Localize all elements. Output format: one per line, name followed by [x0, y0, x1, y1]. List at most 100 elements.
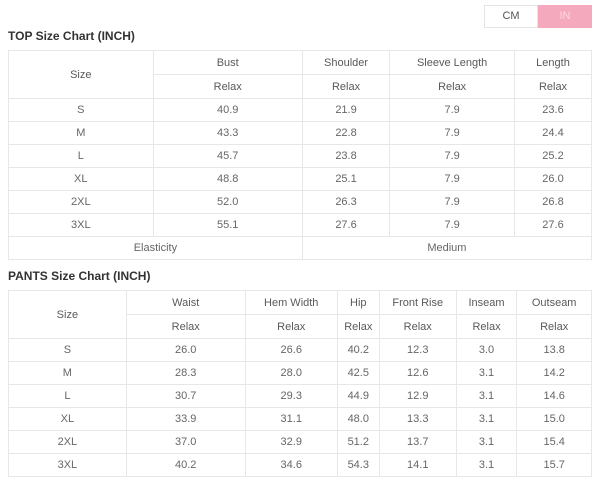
pants-column-header-hem-width: Hem Width: [244, 290, 338, 315]
size-cell: 2XL: [8, 190, 154, 214]
size-cell: L: [8, 144, 154, 168]
table-row-top-m: M 43.3 22.8 7.9 24.4: [8, 121, 592, 145]
pants-relax-label: Relax: [244, 314, 338, 339]
value-cell: 15.4: [516, 430, 592, 454]
value-cell: 13.3: [378, 407, 457, 431]
elasticity-label: Elasticity: [8, 236, 303, 260]
unit-in-button[interactable]: IN: [538, 5, 592, 28]
top-header-row-1: Size Bust Shoulder Sleeve Length Length: [8, 50, 592, 99]
value-cell: 45.7: [152, 144, 303, 168]
size-cell: 2XL: [8, 430, 127, 454]
value-cell: 40.2: [336, 338, 380, 362]
pants-column-header-inseam: Inseam: [455, 290, 518, 315]
value-cell: 14.1: [378, 453, 457, 477]
value-cell: 15.7: [516, 453, 592, 477]
value-cell: 23.8: [301, 144, 391, 168]
size-cell: XL: [8, 407, 127, 431]
table-row-pants-3xl: 3XL 40.2 34.6 54.3 14.1 3.1 15.7: [8, 453, 592, 477]
size-cell: XL: [8, 167, 154, 191]
unit-toggle: CM IN: [484, 5, 592, 28]
pants-relax-label: Relax: [455, 314, 518, 339]
value-cell: 44.9: [336, 384, 380, 408]
value-cell: 26.0: [514, 167, 592, 191]
value-cell: 33.9: [125, 407, 246, 431]
value-cell: 55.1: [152, 213, 303, 237]
pants-size-header-cell: Size: [8, 290, 127, 339]
pants-relax-label: Relax: [516, 314, 592, 339]
pants-size-table: Size Waist Hem Width Hip Front Rise Inse…: [8, 290, 592, 477]
value-cell: 3.1: [455, 361, 518, 385]
value-cell: 3.1: [455, 453, 518, 477]
value-cell: 42.5: [336, 361, 380, 385]
value-cell: 7.9: [389, 190, 515, 214]
table-row-pants-m: M 28.3 28.0 42.5 12.6 3.1 14.2: [8, 361, 592, 385]
size-cell: S: [8, 98, 154, 122]
table-row-top-s: S 40.9 21.9 7.9 23.6: [8, 98, 592, 122]
value-cell: 27.6: [514, 213, 592, 237]
value-cell: 28.0: [244, 361, 338, 385]
top-relax-label: Relax: [301, 74, 391, 99]
table-row-pants-xl: XL 33.9 31.1 48.0 13.3 3.1 15.0: [8, 407, 592, 431]
size-cell: S: [8, 338, 127, 362]
value-cell: 27.6: [301, 213, 391, 237]
table-row-top-3xl: 3XL 55.1 27.6 7.9 27.6: [8, 213, 592, 237]
top-header-row-2: Relax Relax Relax Relax: [9, 74, 592, 99]
value-cell: 23.6: [514, 98, 592, 122]
value-cell: 26.3: [301, 190, 391, 214]
value-cell: 12.9: [378, 384, 457, 408]
top-column-header-sleeve-length: Sleeve Length: [389, 50, 515, 75]
value-cell: 7.9: [389, 144, 515, 168]
pants-relax-label: Relax: [125, 314, 246, 339]
value-cell: 25.1: [301, 167, 391, 191]
table-row-pants-l: L 30.7 29.3 44.9 12.9 3.1 14.6: [8, 384, 592, 408]
size-cell: 3XL: [8, 453, 127, 477]
value-cell: 13.7: [378, 430, 457, 454]
top-relax-label: Relax: [389, 74, 515, 99]
size-cell: M: [8, 121, 154, 145]
value-cell: 48.8: [152, 167, 303, 191]
value-cell: 40.2: [125, 453, 246, 477]
table-row-top-l: L 45.7 23.8 7.9 25.2: [8, 144, 592, 168]
value-cell: 3.1: [455, 430, 518, 454]
top-relax-label: Relax: [514, 74, 592, 99]
pants-header-row-1: Size Waist Hem Width Hip Front Rise Inse…: [8, 290, 592, 339]
top-relax-label: Relax: [152, 74, 303, 99]
value-cell: 34.6: [244, 453, 338, 477]
value-cell: 7.9: [389, 98, 515, 122]
top-column-header-shoulder: Shoulder: [301, 50, 391, 75]
size-cell: 3XL: [8, 213, 154, 237]
value-cell: 26.8: [514, 190, 592, 214]
table-row-top-2xl: 2XL 52.0 26.3 7.9 26.8: [8, 190, 592, 214]
pants-column-header-hip: Hip: [336, 290, 380, 315]
value-cell: 37.0: [125, 430, 246, 454]
value-cell: 28.3: [125, 361, 246, 385]
table-row-top-xl: XL 48.8 25.1 7.9 26.0: [8, 167, 592, 191]
value-cell: 7.9: [389, 121, 515, 145]
value-cell: 12.6: [378, 361, 457, 385]
value-cell: 26.6: [244, 338, 338, 362]
value-cell: 12.3: [378, 338, 457, 362]
top-column-header-bust: Bust: [152, 50, 303, 75]
value-cell: 25.2: [514, 144, 592, 168]
value-cell: 43.3: [152, 121, 303, 145]
unit-cm-button[interactable]: CM: [484, 5, 538, 28]
top-size-table: Size Bust Shoulder Sleeve Length Length …: [8, 50, 593, 260]
value-cell: 52.0: [152, 190, 303, 214]
top-chart-title: TOP Size Chart (INCH): [8, 29, 135, 43]
table-row-pants-s: S 26.0 26.6 40.2 12.3 3.0 13.8: [8, 338, 592, 362]
value-cell: 3.0: [455, 338, 518, 362]
pants-column-header-waist: Waist: [125, 290, 246, 315]
pants-chart-title: PANTS Size Chart (INCH): [8, 269, 151, 283]
value-cell: 14.2: [516, 361, 592, 385]
value-cell: 40.9: [152, 98, 303, 122]
value-cell: 32.9: [244, 430, 338, 454]
value-cell: 14.6: [516, 384, 592, 408]
table-row-pants-2xl: 2XL 37.0 32.9 51.2 13.7 3.1 15.4: [8, 430, 592, 454]
value-cell: 26.0: [125, 338, 246, 362]
value-cell: 24.4: [514, 121, 592, 145]
value-cell: 21.9: [301, 98, 391, 122]
pants-column-header-outseam: Outseam: [516, 290, 592, 315]
value-cell: 48.0: [336, 407, 380, 431]
pants-relax-label: Relax: [378, 314, 457, 339]
